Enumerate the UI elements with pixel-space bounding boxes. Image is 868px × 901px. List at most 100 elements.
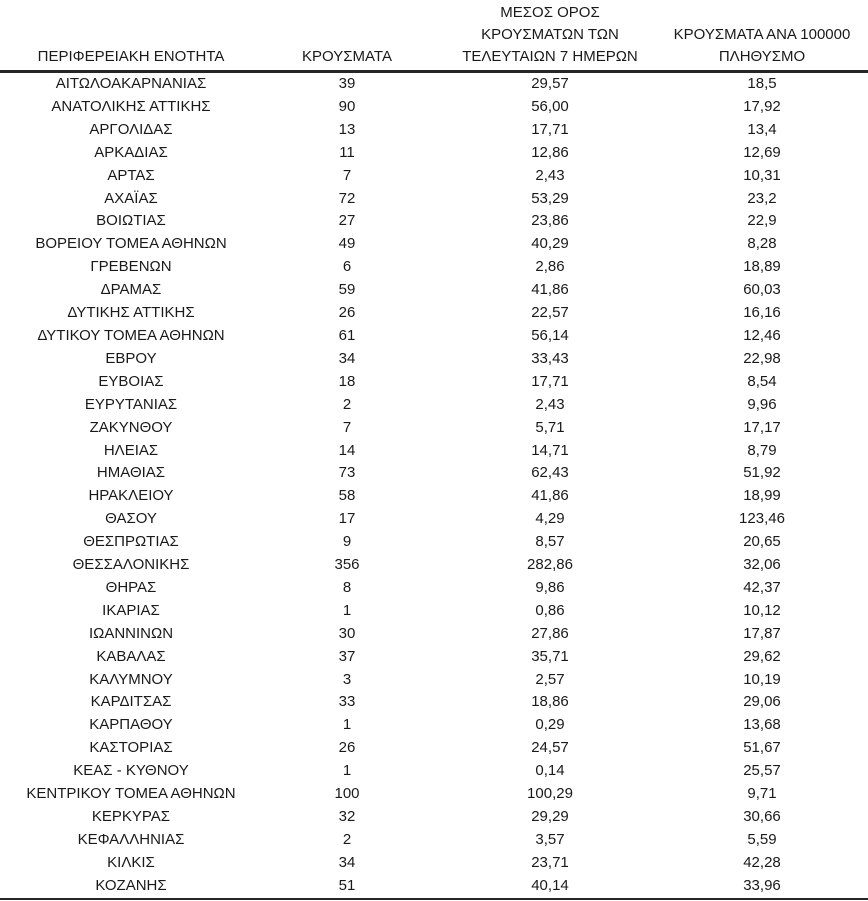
cases-cell: 100 [334, 785, 360, 803]
avg7-cell: 3,57 [535, 830, 565, 848]
per100k-cell: 13,4 [747, 120, 777, 138]
cases-cell: 2 [342, 830, 352, 848]
cases-cell: 30 [338, 624, 356, 642]
avg7-cell: 24,57 [531, 739, 569, 757]
cases-cell: 11 [339, 143, 355, 161]
table-row: ΚΑΣΤΟΡΙΑΣ 26 24,57 51,67 [0, 737, 868, 760]
per100k-cell: 60,03 [743, 281, 781, 299]
region-cell: ΑΡΚΑΔΙΑΣ [94, 143, 168, 161]
per100k-cell: 17,92 [743, 97, 781, 115]
region-cell: ΚΟΖΑΝΗΣ [0, 874, 262, 900]
avg7-cell: 2,57 [535, 670, 565, 688]
cases-cell: 37 [338, 647, 356, 665]
region-cell: ΚΑΣΤΟΡΙΑΣ [89, 739, 173, 757]
avg7-cell: 4,29 [535, 510, 565, 528]
cases-cell: 58 [338, 487, 356, 505]
avg7-cell: 22,57 [531, 304, 569, 322]
cases-cell: 1 [342, 716, 352, 734]
region-cell: ΚΕΝΤΡΙΚΟΥ ΤΟΜΕΑ ΑΘΗΝΩΝ [26, 785, 236, 803]
table-row: ΒΟΡΕΙΟΥ ΤΟΜΕΑ ΑΘΗΝΩΝ 49 40,29 8,28 [0, 233, 868, 256]
per100k-cell: 8,28 [747, 235, 777, 253]
region-cell: ΔΥΤΙΚΗΣ ΑΤΤΙΚΗΣ [67, 304, 195, 322]
avg7-cell: 0,14 [535, 762, 565, 780]
table-row: ΚΕΦΑΛΛΗΝΙΑΣ 2 3,57 5,59 [0, 829, 868, 852]
per100k-cell: 22,9 [747, 212, 777, 230]
avg7-cell: 29,57 [531, 75, 569, 92]
per100k-cell: 18,99 [743, 487, 781, 505]
avg7-cell: 40,29 [531, 235, 569, 253]
per100k-cell: 13,68 [743, 716, 781, 734]
cases-cell: 356 [334, 556, 360, 574]
per100k-cell: 20,65 [743, 533, 781, 551]
region-cell: ΚΑΡΠΑΘΟΥ [89, 716, 173, 734]
cases-cell: 6 [342, 258, 352, 276]
per100k-cell: 17,87 [743, 624, 781, 642]
per100k-cell: 23,2 [747, 189, 777, 207]
region-cell: ΔΡΑΜΑΣ [100, 281, 162, 299]
cases-cell: 72 [338, 189, 356, 207]
cases-cell: 17 [338, 510, 356, 528]
cases-cell: 33 [338, 693, 356, 711]
region-cell: ΕΒΡΟΥ [105, 349, 157, 367]
region-cell: ΑΡΓΟΛΙΔΑΣ [89, 120, 173, 138]
region-cell: ΘΕΣΠΡΩΤΙΑΣ [83, 533, 179, 551]
table-row: ΑΡΓΟΛΙΔΑΣ 13 17,71 13,4 [0, 119, 868, 142]
table-row: ΚΕΡΚΥΡΑΣ 32 29,29 30,66 [0, 806, 868, 829]
avg7-cell: 33,43 [531, 349, 569, 367]
region-cell: ΑΡΤΑΣ [107, 166, 155, 184]
table-row: ΑΝΑΤΟΛΙΚΗΣ ΑΤΤΙΚΗΣ 90 56,00 17,92 [0, 96, 868, 119]
avg7-cell: 35,71 [531, 647, 569, 665]
region-cell: ΕΥΡΥΤΑΝΙΑΣ [84, 395, 178, 413]
cases-cell: 2 [342, 395, 352, 413]
per100k-cell: 30,66 [743, 808, 781, 825]
col-header-regional-unit: ΠΕΡΙΦΕΡΕΙΑΚΗ ΕΝΟΤΗΤΑ [0, 0, 262, 73]
cases-cell: 1 [342, 762, 352, 780]
table-row: ΚΕΝΤΡΙΚΟΥ ΤΟΜΕΑ ΑΘΗΝΩΝ 100 100,29 9,71 [0, 783, 868, 806]
table-row: ΑΙΤΩΛΟΑΚΑΡΝΑΝΙΑΣ 39 29,57 18,5 [0, 72, 868, 96]
table-row: ΘΕΣΣΑΛΟΝΙΚΗΣ 356 282,86 32,06 [0, 554, 868, 577]
region-cell: ΗΜΑΘΙΑΣ [96, 464, 166, 482]
cases-cell: 90 [338, 97, 356, 115]
table-row: ΖΑΚΥΝΘΟΥ 7 5,71 17,17 [0, 417, 868, 440]
per100k-cell: 12,46 [743, 326, 781, 344]
table-body: ΑΙΤΩΛΟΑΚΑΡΝΑΝΙΑΣ 39 29,57 18,5 ΑΝΑΤΟΛΙΚΗΣ ΑΤ… [0, 72, 868, 900]
table-row: ΗΛΕΙΑΣ 14 14,71 8,79 [0, 440, 868, 463]
region-cell: ΘΗΡΑΣ [105, 578, 157, 596]
region-cell: ΗΛΕΙΑΣ [103, 441, 159, 459]
avg7-cell: 23,86 [531, 212, 569, 230]
cases-cell: 59 [338, 281, 356, 299]
table-row: ΑΡΤΑΣ 7 2,43 10,31 [0, 165, 868, 188]
region-cell: ΚΕΦΑΛΛΗΝΙΑΣ [77, 830, 185, 848]
cases-cell: 39 [338, 75, 356, 92]
cases-cell: 7 [342, 166, 352, 184]
per100k-cell: 18,5 [747, 75, 777, 92]
per100k-cell: 51,92 [743, 464, 781, 482]
cases-cell: 73 [338, 464, 356, 482]
per100k-cell: 9,96 [747, 395, 777, 413]
per100k-cell: 123,46 [739, 510, 785, 528]
cases-cell: 9 [342, 533, 352, 551]
avg7-cell: 100,29 [527, 785, 573, 803]
per100k-cell: 32,06 [743, 556, 781, 574]
cases-cell: 34 [338, 853, 356, 871]
header-row: ΠΕΡΙΦΕΡΕΙΑΚΗ ΕΝΟΤΗΤΑ ΚΡΟΥΣΜΑΤΑ ΜΕΣΟΣ ΟΡΟ… [0, 0, 868, 73]
avg7-cell: 2,43 [535, 395, 565, 413]
avg7-cell: 12,86 [531, 143, 569, 161]
per100k-cell: 10,12 [743, 601, 781, 619]
table-row: ΙΚΑΡΙΑΣ 1 0,86 10,12 [0, 600, 868, 623]
per100k-cell: 8,54 [747, 372, 777, 390]
per100k-cell: 51,67 [743, 739, 781, 757]
region-cell: ΚΑΛΥΜΝΟΥ [89, 670, 173, 688]
table-row: ΘΑΣΟΥ 17 4,29 123,46 [0, 508, 868, 531]
table-row: ΑΡΚΑΔΙΑΣ 11 12,86 12,69 [0, 142, 868, 165]
table-header: ΠΕΡΙΦΕΡΕΙΑΚΗ ΕΝΟΤΗΤΑ ΚΡΟΥΣΜΑΤΑ ΜΕΣΟΣ ΟΡΟ… [0, 0, 868, 73]
avg7-cell: 282,86 [527, 556, 573, 574]
table-row: ΗΡΑΚΛΕΙΟΥ 58 41,86 18,99 [0, 485, 868, 508]
avg7-cell: 53,29 [531, 189, 569, 207]
cases-cell: 14 [338, 441, 356, 459]
region-cell: ΚΑΒΑΛΑΣ [96, 647, 166, 665]
avg7-cell: 41,86 [531, 281, 569, 299]
per100k-cell: 8,79 [747, 441, 777, 459]
table-row: ΕΥΒΟΙΑΣ 18 17,71 8,54 [0, 371, 868, 394]
table-row: ΚΑΒΑΛΑΣ 37 35,71 29,62 [0, 646, 868, 669]
